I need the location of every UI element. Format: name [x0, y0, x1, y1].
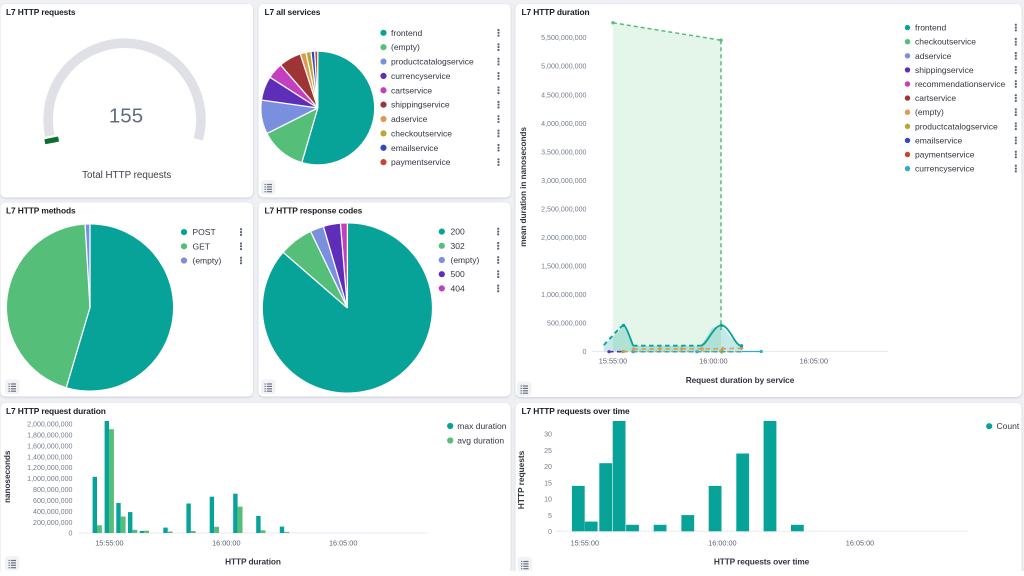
svg-text:currencyservice: currencyservice [391, 71, 451, 81]
svg-text:L7 HTTP methods: L7 HTTP methods [6, 206, 76, 216]
svg-text:600,000,000: 600,000,000 [33, 497, 73, 505]
svg-text:1,800,000,000: 1,800,000,000 [27, 431, 72, 439]
svg-text:200,000,000: 200,000,000 [33, 519, 73, 527]
svg-text:4,000,000,000: 4,000,000,000 [541, 120, 586, 128]
svg-text:200: 200 [451, 227, 465, 237]
svg-text:0: 0 [583, 348, 587, 356]
svg-text:10: 10 [544, 496, 552, 504]
svg-text:15: 15 [544, 479, 552, 487]
svg-text:paymentservice: paymentservice [391, 157, 451, 167]
svg-text:(empty): (empty) [391, 42, 420, 52]
svg-text:400,000,000: 400,000,000 [33, 508, 73, 516]
svg-text:checkoutservice: checkoutservice [391, 128, 452, 138]
svg-text:L7 HTTP response codes: L7 HTTP response codes [265, 206, 363, 216]
svg-text:frontend: frontend [391, 28, 422, 38]
svg-text:paymentservice: paymentservice [915, 150, 975, 160]
svg-text:15:55:00: 15:55:00 [571, 539, 599, 548]
svg-text:0: 0 [69, 530, 73, 538]
svg-text:emailservice: emailservice [391, 143, 439, 153]
svg-text:Total HTTP requests: Total HTTP requests [82, 170, 171, 181]
svg-text:1,000,000,000: 1,000,000,000 [27, 475, 72, 483]
svg-text:16:05:00: 16:05:00 [329, 539, 357, 548]
svg-text:HTTP duration: HTTP duration [225, 557, 281, 567]
svg-text:L7 HTTP duration: L7 HTTP duration [522, 7, 590, 17]
svg-text:frontend: frontend [915, 23, 946, 33]
svg-text:mean duration in nanoseconds: mean duration in nanoseconds [518, 127, 528, 247]
svg-text:currencyservice: currencyservice [915, 164, 975, 174]
svg-text:404: 404 [451, 283, 465, 293]
svg-text:L7 HTTP request duration: L7 HTTP request duration [6, 406, 106, 416]
svg-text:5: 5 [548, 512, 552, 520]
svg-text:1,000,000,000: 1,000,000,000 [541, 291, 586, 299]
svg-text:avg duration: avg duration [457, 436, 504, 446]
svg-text:3,500,000,000: 3,500,000,000 [541, 148, 586, 156]
svg-text:cartservice: cartservice [391, 85, 432, 95]
svg-text:1,500,000,000: 1,500,000,000 [541, 263, 586, 271]
svg-text:16:00:00: 16:00:00 [708, 539, 736, 548]
svg-text:(empty): (empty) [915, 107, 944, 117]
svg-text:302: 302 [451, 241, 465, 251]
svg-text:Count: Count [997, 421, 1020, 431]
svg-text:HTTP requests over time: HTTP requests over time [714, 557, 810, 567]
svg-text:L7 all services: L7 all services [265, 7, 321, 17]
svg-text:16:00:00: 16:00:00 [699, 356, 727, 365]
svg-text:productcatalogservice: productcatalogservice [391, 57, 474, 67]
svg-text:15:55:00: 15:55:00 [599, 356, 627, 365]
svg-text:0: 0 [548, 528, 552, 536]
svg-text:3,000,000,000: 3,000,000,000 [541, 177, 586, 185]
svg-text:500,000,000: 500,000,000 [547, 320, 587, 328]
svg-text:L7 HTTP requests over time: L7 HTTP requests over time [522, 406, 630, 416]
svg-text:nanoseconds: nanoseconds [2, 450, 12, 503]
svg-text:2,000,000,000: 2,000,000,000 [27, 421, 72, 429]
svg-text:checkoutservice: checkoutservice [915, 37, 976, 47]
svg-text:cartservice: cartservice [915, 93, 956, 103]
svg-text:productcatalogservice: productcatalogservice [915, 121, 998, 131]
svg-text:1,200,000,000: 1,200,000,000 [27, 464, 72, 472]
svg-text:800,000,000: 800,000,000 [33, 486, 73, 494]
svg-text:recommendationservice: recommendationservice [915, 79, 1006, 89]
svg-text:GET: GET [193, 241, 210, 251]
svg-text:20: 20 [544, 463, 552, 471]
svg-text:155: 155 [109, 104, 143, 127]
svg-text:25: 25 [544, 447, 552, 455]
svg-text:HTTP requests: HTTP requests [516, 450, 526, 509]
svg-text:L7 HTTP requests: L7 HTTP requests [6, 7, 76, 17]
svg-text:16:05:00: 16:05:00 [846, 539, 874, 548]
svg-text:5,000,000,000: 5,000,000,000 [541, 63, 586, 71]
svg-text:2,500,000,000: 2,500,000,000 [541, 205, 586, 213]
svg-text:shippingservice: shippingservice [915, 65, 974, 75]
svg-text:15:55:00: 15:55:00 [95, 539, 123, 548]
svg-text:POST: POST [193, 227, 216, 237]
svg-text:adservice: adservice [915, 51, 952, 61]
svg-text:Request duration by service: Request duration by service [686, 375, 795, 385]
svg-text:4,500,000,000: 4,500,000,000 [541, 91, 586, 99]
svg-text:30: 30 [544, 431, 552, 439]
svg-text:shippingservice: shippingservice [391, 100, 450, 110]
svg-text:(empty): (empty) [451, 255, 480, 265]
svg-text:max duration: max duration [457, 421, 506, 431]
svg-text:1,400,000,000: 1,400,000,000 [27, 453, 72, 461]
svg-text:1,600,000,000: 1,600,000,000 [27, 442, 72, 450]
svg-text:5,500,000,000: 5,500,000,000 [541, 34, 586, 42]
svg-text:adservice: adservice [391, 114, 428, 124]
svg-text:16:00:00: 16:00:00 [212, 539, 240, 548]
svg-text:2,000,000,000: 2,000,000,000 [541, 234, 586, 242]
svg-text:500: 500 [451, 269, 465, 279]
svg-text:(empty): (empty) [193, 256, 222, 266]
svg-text:16:05:00: 16:05:00 [800, 356, 828, 365]
svg-text:emailservice: emailservice [915, 135, 963, 145]
